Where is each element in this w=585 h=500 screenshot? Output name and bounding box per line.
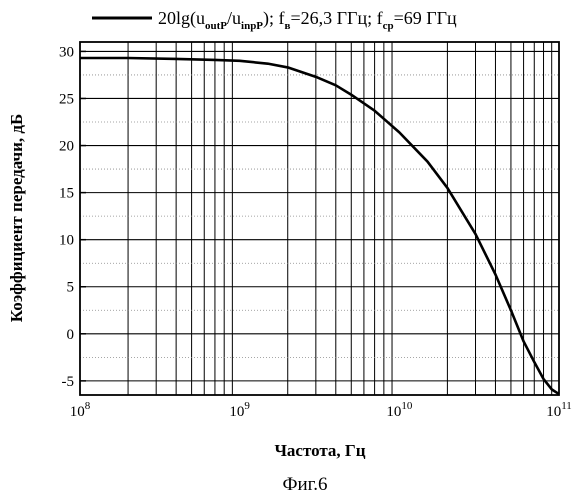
x-tick-label: 1011 [546,400,572,420]
y-tick-label: 15 [59,186,74,202]
x-tick-label: 108 [70,400,91,420]
y-tick-label: 5 [67,280,75,296]
series-layer [80,58,559,394]
y-tick-label: 0 [67,327,75,343]
legend-text: 20lg(uoutP/uinpP); fв=26,3 ГГц; fср=69 Г… [158,8,457,32]
y-tick-labels: -5 0 5 10 15 20 25 30 [59,44,86,389]
grid [80,42,559,395]
y-tick-label: 30 [59,44,74,60]
legend: 20lg(uoutP/uinpP); fв=26,3 ГГц; fср=69 Г… [92,8,457,32]
plot-frame [80,42,559,395]
y-tick-label: 10 [59,233,74,249]
y-tick-label: 20 [59,139,74,155]
y-axis-title: Коэффициент передачи, дБ [7,114,26,323]
x-tick-label: 1010 [386,400,413,420]
figure-caption: Фиг.6 [282,474,327,495]
series-line-0 [80,58,559,394]
y-tick-label: 25 [59,91,74,107]
x-tick-labels: 108 109 1010 1011 [70,400,572,420]
x-axis-title: Частота, Гц [274,441,365,460]
y-tick-label: -5 [62,374,75,390]
x-tick-label: 109 [229,400,250,420]
